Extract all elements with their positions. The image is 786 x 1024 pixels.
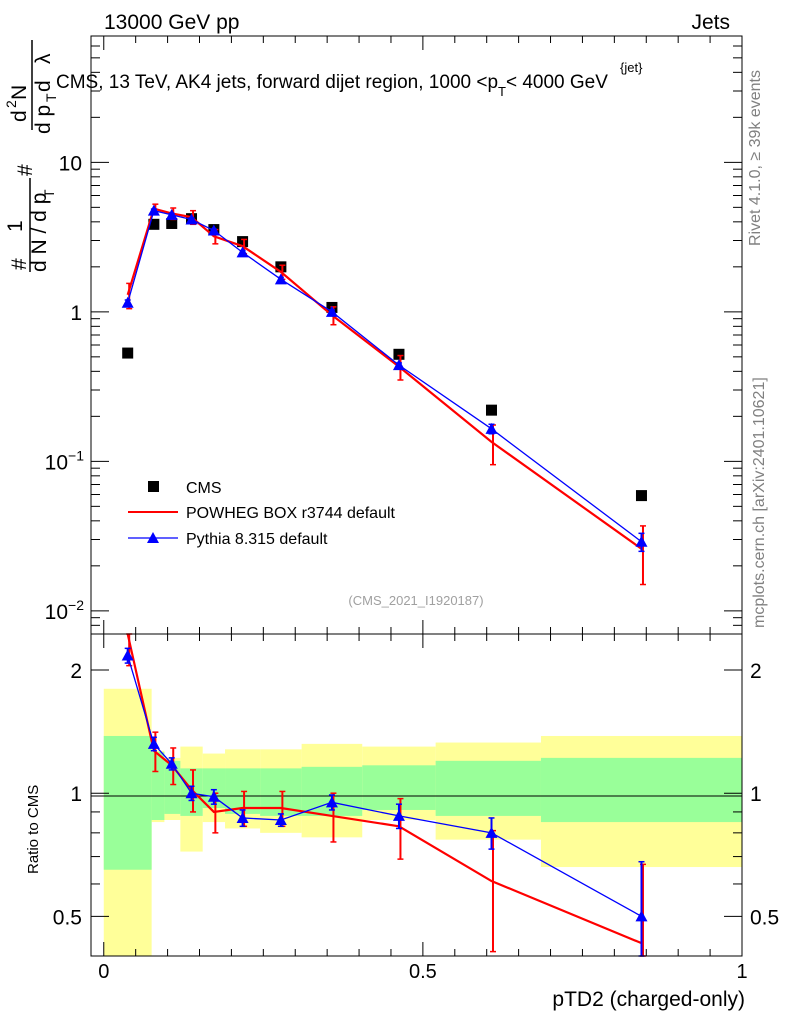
legend-powheg-label: POWHEG BOX r3744 default [186, 505, 396, 522]
main-y-ticks: 10−2 10−1 1 10 [45, 35, 743, 635]
main-series [121, 203, 648, 586]
svg-text:T: T [41, 189, 57, 198]
svg-text:d: d [32, 80, 55, 92]
svg-text:#: # [14, 164, 37, 176]
pythia-ratio-point [185, 787, 198, 799]
ratio-y-tick-label-left: 1 [70, 783, 82, 806]
cms-point [122, 347, 134, 359]
analysis-id: (CMS_2021_I1920187) [348, 593, 483, 608]
chart-title-sup: {jet} [620, 60, 643, 75]
main-panel: 10−2 10−1 1 10 (CMS_2021_I1920187) [45, 35, 743, 635]
ratio-y-tick-label-left: 2 [70, 660, 82, 683]
pythia-point [236, 246, 249, 258]
svg-text:1: 1 [4, 220, 27, 232]
pythia-ratio-point [121, 649, 134, 661]
y-tick-label: 10−2 [45, 597, 85, 624]
powheg-ratio-line [126, 633, 642, 945]
pythia-ratio-point [207, 790, 220, 802]
ratio-y-tick-label-left: 0.5 [53, 906, 82, 929]
cms-point [635, 490, 647, 502]
pythia-ratio-point [274, 814, 287, 826]
y-tick-label: 10−1 [45, 447, 85, 474]
pythia-point [485, 422, 498, 434]
x-tick-label: 0.5 [409, 961, 437, 983]
pythia-ratio-point [392, 809, 405, 821]
band-inner [151, 752, 165, 821]
ratio-y-tick-label-right: 0.5 [750, 906, 779, 929]
svg-text:2: 2 [3, 100, 19, 108]
chart-title-sub: T [498, 84, 506, 99]
band-inner [435, 760, 541, 816]
cms-point [166, 217, 178, 229]
pythia-point [147, 204, 160, 216]
svg-text:λ: λ [32, 53, 55, 64]
ratio-y-tick-label-right: 1 [750, 783, 762, 806]
ratio-y-label: Ratio to CMS [25, 785, 42, 874]
pythia-ratio-point [485, 826, 498, 838]
pythia-point [185, 213, 198, 225]
chart-title-tail: < 4000 GeV [506, 72, 608, 93]
pythia-point [325, 305, 338, 317]
ratio-bands [103, 688, 742, 956]
pythia-point [207, 224, 220, 236]
cms-point [485, 404, 497, 416]
y-tick-label: 1 [70, 302, 82, 325]
cms-point [237, 236, 249, 248]
chart-title-main: CMS, 13 TeV, AK4 jets, forward dijet reg… [56, 72, 498, 93]
powheg-line [126, 207, 643, 550]
svg-text:T: T [43, 93, 59, 102]
x-tick-label: 0 [98, 961, 109, 983]
band-inner [103, 735, 152, 870]
rivet-label: Rivet 4.1.0, ≥ 39k events [747, 70, 764, 246]
legend-cms-marker [148, 481, 159, 492]
ratio-ticks: 0.5 0.5 1 1 2 2 0 0.5 1 [53, 634, 779, 983]
pythia-ratio-point [147, 737, 160, 749]
band-inner [164, 760, 181, 814]
ratio-frame [90, 633, 743, 957]
band-inner [540, 757, 742, 823]
pythia-point [165, 208, 178, 220]
svg-text:d p: d p [32, 105, 55, 134]
band-inner [202, 768, 226, 809]
svg-text:d: d [8, 110, 31, 122]
legend-pythia-label: Pythia 8.315 default [186, 531, 328, 548]
svg-text:N: N [8, 85, 31, 100]
pythia-point [635, 535, 648, 547]
cms-point [148, 218, 160, 230]
y-axis-label: # 1 d N / d p T # d 2 N d p T d λ [3, 40, 59, 272]
cms-point [393, 348, 405, 360]
pythia-point [392, 359, 405, 371]
y-tick-label: 10 [59, 152, 82, 175]
header-right: Jets [691, 11, 730, 34]
legend: CMS POWHEG BOX r3744 default Pythia 8.31… [128, 480, 396, 548]
pythia-ratio-point [325, 796, 338, 808]
pythia-point [274, 273, 287, 285]
pythia-ratio-point [236, 811, 249, 823]
header-left: 13000 GeV pp [104, 11, 239, 34]
mcplots-label: mcplots.cern.ch [arXiv:2401.10621] [751, 377, 768, 628]
legend-cms-label: CMS [186, 480, 222, 497]
chart-title: CMS, 13 TeV, AK4 jets, forward dijet reg… [56, 72, 608, 99]
x-tick-label: 1 [736, 961, 747, 983]
pythia-point [121, 296, 134, 308]
band-inner [362, 765, 436, 810]
x-axis-label: pTD2 (charged-only) [552, 988, 745, 1011]
legend-pythia-marker [147, 532, 159, 543]
pythia-ratio-point [165, 757, 178, 769]
svg-text:d N / d p: d N / d p [28, 193, 51, 272]
ratio-panel: 0.5 0.5 1 1 2 2 0 0.5 1 Ratio to CMS pTD2 (charg… [25, 633, 779, 1011]
ratio-y-tick-label-right: 2 [750, 660, 762, 683]
cms-point [275, 261, 287, 273]
pythia-ratio-point [635, 910, 648, 922]
ratio-series [121, 633, 648, 957]
svg-text:#: # [8, 258, 31, 270]
